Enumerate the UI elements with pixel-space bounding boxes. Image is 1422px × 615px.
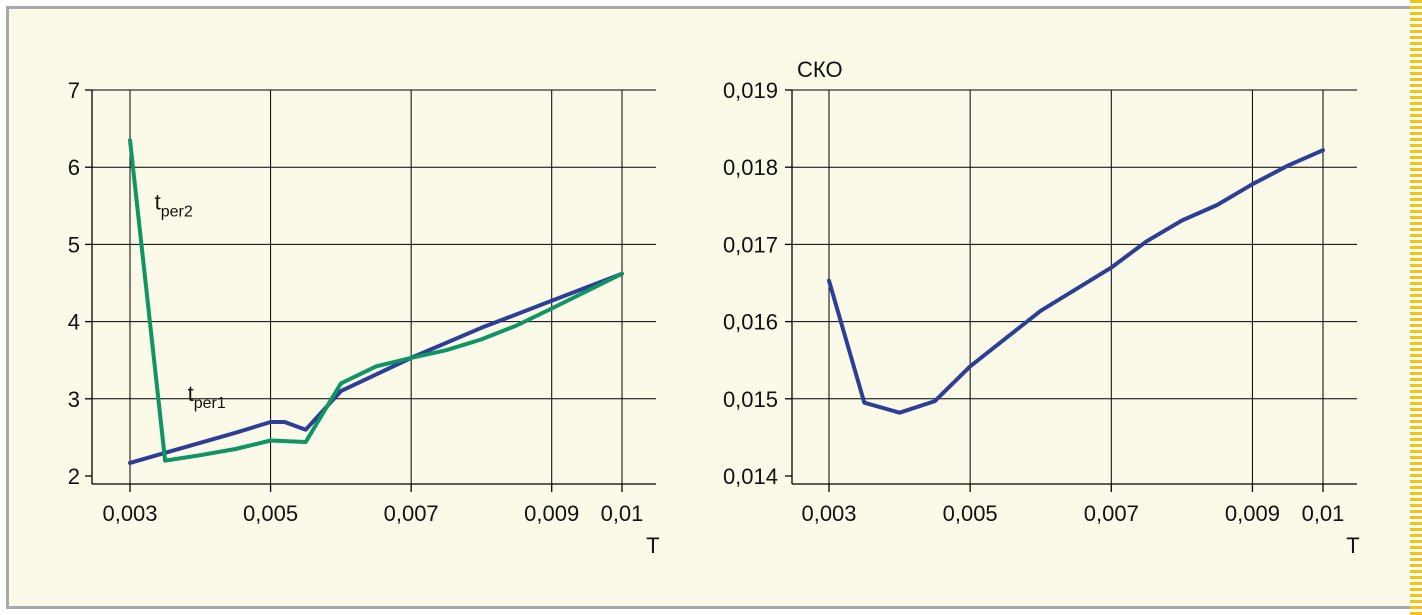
x-tick-label: 0,007 — [1084, 501, 1139, 526]
accent-stripe — [1410, 0, 1422, 615]
y-tick-label: 4 — [68, 310, 80, 335]
y-tick-label: 5 — [68, 232, 80, 257]
x-tick-label: 0,007 — [384, 501, 439, 526]
y-tick-label: 0,015 — [723, 387, 778, 412]
y-axis-title: СКО — [797, 57, 843, 82]
y-tick-label: 7 — [68, 78, 80, 103]
series-annotation: tper1 — [188, 381, 226, 412]
x-axis-title: T — [646, 533, 659, 558]
series-annotation: tper2 — [155, 190, 193, 221]
x-tick-label: 0,005 — [243, 501, 298, 526]
y-tick-label: 0,018 — [723, 155, 778, 180]
x-tick-label: 0,003 — [102, 501, 157, 526]
x-tick-label: 0,009 — [524, 501, 579, 526]
y-tick-label: 0,019 — [723, 78, 778, 103]
series-line-2 — [128, 138, 624, 463]
x-axis-title: T — [1346, 533, 1359, 558]
y-tick-label: 6 — [68, 155, 80, 180]
chart-2: 0,014 0,015 0,016 0,017 0,018 0,019 0,003 0,005… — [723, 57, 1360, 558]
x-tick-label: 0,003 — [801, 501, 856, 526]
figure-frame — [6, 6, 1416, 609]
x-tick-label: 0,005 — [943, 501, 998, 526]
x-tick-label: 0,01 — [1302, 501, 1345, 526]
y-tick-label: 2 — [68, 464, 80, 489]
series-line-1 — [827, 148, 1325, 415]
y-tick-label: 0,017 — [723, 232, 778, 257]
y-tick-label: 3 — [68, 387, 80, 412]
y-tick-label: 0,014 — [723, 464, 778, 489]
x-tick-label: 0,009 — [1225, 501, 1280, 526]
x-tick-label: 0,01 — [601, 501, 644, 526]
series-line-1 — [128, 271, 624, 465]
y-tick-label: 0,016 — [723, 310, 778, 335]
